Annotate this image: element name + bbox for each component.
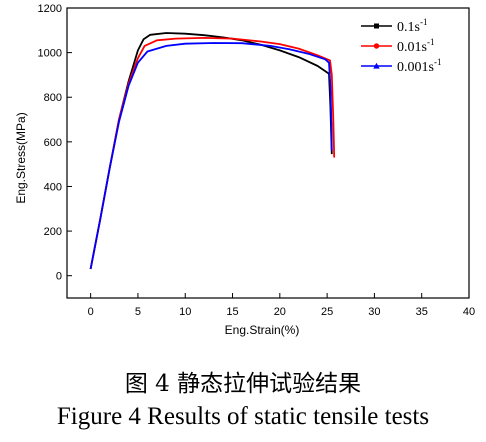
x-tick-label: 20 [274, 306, 286, 318]
series-line-2 [89, 37, 336, 270]
legend-marker-3 [373, 62, 380, 69]
stress-strain-chart: 0 5 10 15 20 25 30 35 40 0 200 400 600 800 1000 1200 E… [14, 3, 475, 337]
figure-caption-chinese: 图 4 静态拉伸试验结果 [124, 371, 362, 397]
legend: 0.1s-1 0.01s-1 0.001s-1 [361, 17, 441, 75]
x-tick-label: 10 [179, 306, 191, 318]
x-tick-label: 40 [463, 306, 475, 318]
x-axis-label: Eng.Strain(%) [225, 323, 300, 337]
y-tick-label: 200 [44, 226, 62, 238]
legend-marker-1 [374, 23, 379, 29]
legend-label-1: 0.1s-1 [397, 17, 427, 35]
y-tick-label: 800 [44, 92, 62, 104]
legend-marker-2 [373, 43, 380, 49]
legend-label-3: 0.001s-1 [397, 57, 441, 75]
y-tick-label: 1000 [38, 48, 62, 60]
x-axis: 0 5 10 15 20 25 30 35 40 [88, 293, 475, 318]
x-tick-label: 0 [88, 306, 94, 318]
plot-frame [66, 7, 470, 299]
y-tick-label: 400 [44, 181, 62, 193]
x-tick-label: 30 [368, 306, 380, 318]
x-tick-label: 15 [226, 306, 238, 318]
x-tick-label: 25 [321, 306, 333, 318]
series-layer [89, 32, 336, 270]
x-tick-label: 35 [416, 306, 428, 318]
y-tick-label: 600 [44, 137, 62, 149]
figure-caption-english: Figure 4 Results of static tensile tests [56, 403, 430, 430]
y-tick-label: 1200 [38, 3, 62, 15]
y-axis: 0 200 400 600 800 1000 1200 [38, 3, 72, 283]
x-tick-label: 5 [135, 306, 141, 318]
legend-label-2: 0.01s-1 [397, 37, 434, 55]
series-line-1 [89, 32, 333, 270]
y-tick-label: 0 [56, 271, 62, 283]
series-line-3 [89, 42, 333, 270]
y-axis-label: Eng.Stress(MPa) [14, 112, 28, 203]
